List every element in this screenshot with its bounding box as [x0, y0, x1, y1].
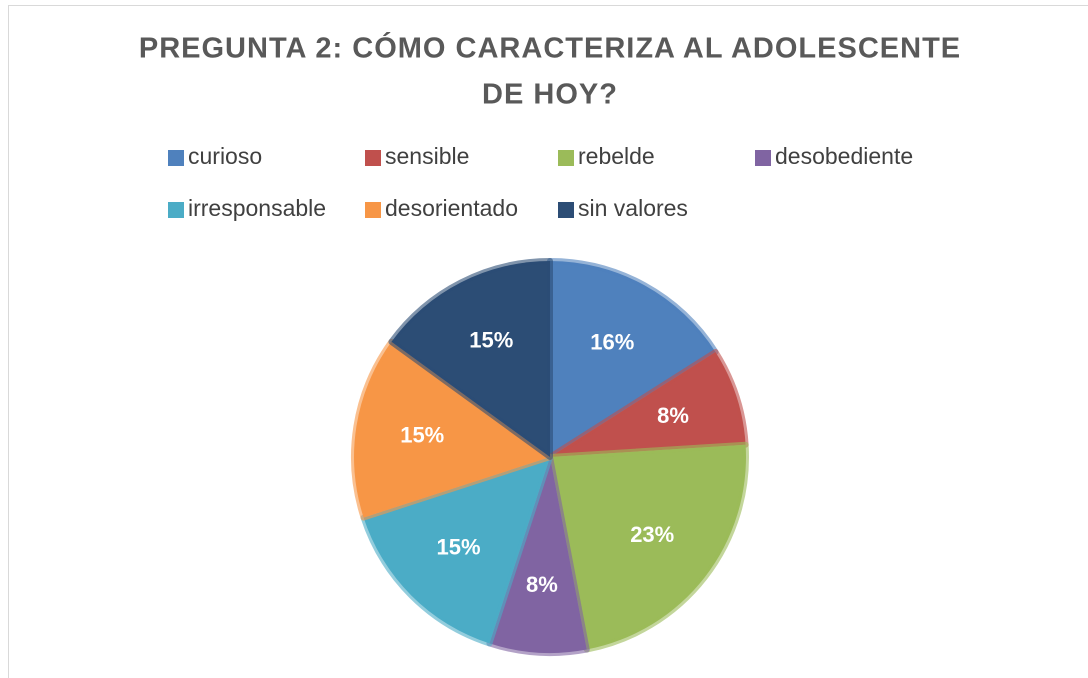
- legend-swatch: [168, 150, 184, 166]
- legend-label: irresponsable: [188, 195, 326, 221]
- legend-swatch: [365, 202, 381, 218]
- legend-label: sin valores: [578, 195, 688, 221]
- legend-label: curioso: [188, 143, 262, 169]
- legend-swatch: [168, 202, 184, 218]
- pie-slice: [351, 338, 553, 521]
- data-label: 15%: [469, 328, 513, 353]
- pie-slice: [547, 258, 719, 460]
- legend-swatch: [558, 150, 574, 166]
- data-label: 8%: [526, 572, 558, 597]
- data-label: 23%: [630, 522, 674, 547]
- pie-slice: [547, 441, 749, 653]
- legend-label: rebelde: [578, 143, 655, 169]
- data-label: 15%: [437, 534, 481, 559]
- legend-label: sensible: [385, 143, 469, 169]
- chart-title: PREGUNTA 2: CÓMO CARACTERIZA AL ADOLESCE…: [139, 31, 961, 65]
- data-label: 15%: [400, 423, 444, 448]
- legend-swatch: [558, 202, 574, 218]
- legend-swatch: [365, 150, 381, 166]
- legend-label: desobediente: [775, 143, 913, 169]
- pie-slice: [388, 258, 553, 460]
- chart-title: DE HOY?: [482, 79, 618, 111]
- data-label: 8%: [657, 403, 689, 428]
- legend-label: desorientado: [385, 195, 518, 221]
- legend-swatch: [755, 150, 771, 166]
- data-label: 16%: [590, 329, 634, 354]
